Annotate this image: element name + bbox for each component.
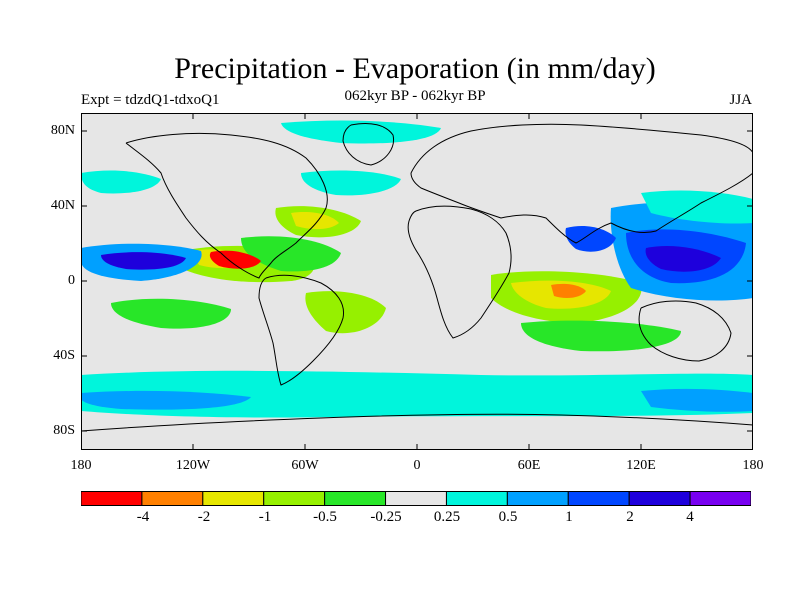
- indian-ocean-maximum: [551, 283, 586, 299]
- south-indian-dry-zone: [521, 320, 681, 352]
- lon-label-120e: 120E: [626, 458, 656, 473]
- colorbar-box-9: [567, 491, 630, 506]
- experiment-label: Expt = tdzdQ1-tdxoQ1: [81, 92, 220, 108]
- lon-label-60w: 60W: [291, 458, 319, 473]
- lon-label-120w: 120W: [175, 458, 211, 473]
- north-pacific-wet-band: [641, 190, 753, 224]
- colorbar: [81, 491, 751, 506]
- colorbar-boxes: [81, 491, 751, 506]
- lon-label-180e: 180: [742, 458, 764, 473]
- colorbar-label-2: -2: [197, 509, 211, 525]
- colorbar-box-4: [263, 491, 326, 506]
- map-title: Precipitation - Evaporation (in mm/day): [174, 52, 656, 85]
- lon-label-0: 0: [413, 458, 421, 473]
- colorbar-label-8: 1: [565, 509, 573, 525]
- coastlines: [81, 122, 753, 432]
- equatorial-pacific-wet-core: [101, 252, 186, 270]
- wet-regions: [81, 120, 753, 418]
- lat-label-80s: 80S: [53, 423, 75, 438]
- lon-ticks: [192, 113, 642, 450]
- precip-evap-map: [81, 113, 753, 450]
- colorbar-label-9: 2: [626, 509, 634, 525]
- season-label: JJA: [729, 92, 752, 108]
- lon-label-180w: 180: [70, 458, 92, 473]
- colorbar-box-10: [628, 491, 691, 506]
- southern-ocean-wet-core: [81, 390, 251, 410]
- lon-label-60e: 60E: [517, 458, 541, 473]
- caribbean-dry-zone: [241, 236, 341, 272]
- colorbar-box-2: [141, 491, 204, 506]
- north-america-coast: [125, 132, 328, 279]
- lat-label-40s: 40S: [53, 348, 75, 363]
- colorbar-box-8: [506, 491, 569, 506]
- colorbar-box-3: [202, 491, 265, 506]
- africa-coast: [407, 205, 512, 339]
- bay-of-bengal-wet-zone: [565, 226, 616, 252]
- southern-ocean-wet-band: [81, 370, 753, 418]
- colorbar-box-11: [689, 491, 751, 506]
- period-label: 062kyr BP - 062kyr BP: [344, 88, 486, 104]
- lat-label-0: 0: [68, 273, 75, 288]
- south-america-coast: [258, 274, 345, 386]
- south-atlantic-dry-zone: [305, 291, 386, 334]
- colorbar-label-7: 0.5: [498, 509, 518, 525]
- colorbar-label-1: -4: [136, 509, 150, 525]
- colorbar-label-5: -0.25: [370, 509, 402, 525]
- greenland-coast: [342, 122, 395, 166]
- north-pacific-west-wet: [81, 170, 161, 194]
- lat-label-80n: 80N: [50, 123, 75, 138]
- colorbar-label-10: 4: [686, 509, 694, 525]
- colorbar-box-6: [385, 491, 447, 506]
- lat-label-40n: 40N: [50, 198, 75, 213]
- atlantic-dry-core: [291, 212, 339, 230]
- colorbar-label-4: -0.5: [313, 509, 337, 525]
- arctic-wet-band: [281, 120, 441, 144]
- colorbar-box-7: [445, 491, 508, 506]
- western-pacific-max: [645, 246, 721, 272]
- lat-ticks: [81, 130, 753, 432]
- colorbar-box-5: [324, 491, 387, 506]
- colorbar-label-6: 0.25: [433, 509, 461, 525]
- colorbar-label-3: -1: [258, 509, 272, 525]
- colorbar-box-1: [81, 491, 143, 506]
- south-pacific-dry-zone: [111, 298, 231, 329]
- antarctica-coast: [81, 413, 753, 432]
- australia-coast: [638, 300, 732, 362]
- eurasia-coast: [410, 123, 753, 244]
- dry-regions: [111, 206, 681, 352]
- southern-ocean-wet-east: [641, 388, 753, 412]
